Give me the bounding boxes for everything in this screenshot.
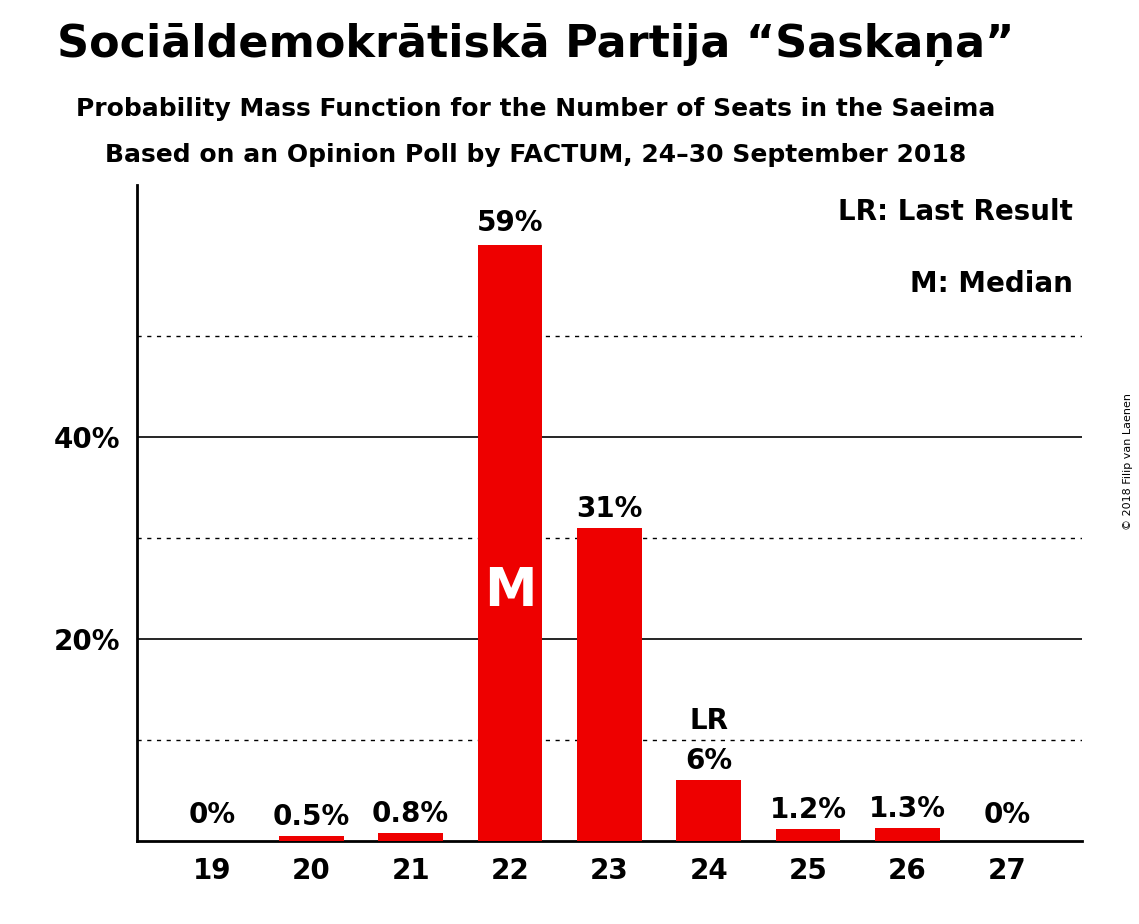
- Bar: [875, 828, 940, 841]
- Text: 0%: 0%: [983, 801, 1031, 829]
- Text: 0%: 0%: [188, 801, 236, 829]
- Text: Based on an Opinion Poll by FACTUM, 24–30 September 2018: Based on an Opinion Poll by FACTUM, 24–3…: [105, 143, 966, 167]
- Bar: [577, 528, 641, 841]
- Text: LR: LR: [689, 707, 728, 735]
- Text: Sociāldemokrātiskā Partija “Saskaņa”: Sociāldemokrātiskā Partija “Saskaņa”: [57, 23, 1014, 67]
- Text: Probability Mass Function for the Number of Seats in the Saeima: Probability Mass Function for the Number…: [75, 97, 995, 121]
- Text: © 2018 Filip van Laenen: © 2018 Filip van Laenen: [1123, 394, 1133, 530]
- Text: M: Median: M: Median: [910, 270, 1073, 298]
- Text: 59%: 59%: [477, 209, 543, 237]
- Bar: [477, 246, 542, 841]
- Text: 1.3%: 1.3%: [869, 795, 945, 822]
- Text: 0.8%: 0.8%: [372, 799, 449, 828]
- Text: 6%: 6%: [686, 748, 732, 775]
- Bar: [677, 780, 741, 841]
- Text: 1.2%: 1.2%: [770, 796, 846, 823]
- Bar: [279, 836, 344, 841]
- Text: 31%: 31%: [576, 495, 642, 523]
- Text: M: M: [484, 565, 536, 616]
- Text: LR: Last Result: LR: Last Result: [837, 198, 1073, 226]
- Bar: [378, 833, 443, 841]
- Text: 0.5%: 0.5%: [272, 803, 350, 831]
- Bar: [776, 829, 841, 841]
